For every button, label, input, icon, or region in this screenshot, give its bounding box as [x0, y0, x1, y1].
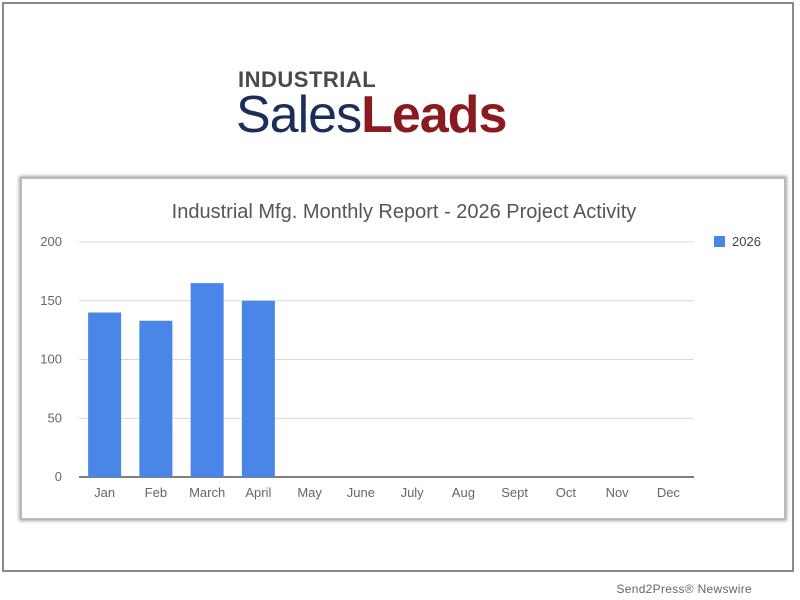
bars [88, 283, 275, 477]
y-tick-label: 150 [40, 293, 62, 308]
x-tick-label: Oct [556, 485, 577, 500]
chart-title: Industrial Mfg. Monthly Report - 2026 Pr… [172, 201, 637, 223]
y-tick-labels: 0 50 100 150 200 [40, 234, 62, 484]
legend: 2026 [714, 234, 761, 249]
legend-label: 2026 [732, 234, 761, 249]
x-tick-label: July [401, 485, 425, 500]
x-tick-label: March [189, 485, 225, 500]
x-tick-label: April [245, 485, 271, 500]
chart-card: Industrial Mfg. Monthly Report - 2026 Pr… [21, 178, 785, 519]
x-tick-label: Jan [94, 485, 115, 500]
y-tick-label: 200 [40, 234, 62, 249]
x-tick-label: Feb [145, 485, 167, 500]
logo-word-leads: Leads [361, 86, 507, 144]
bar-march [190, 283, 224, 477]
y-tick-label: 100 [40, 352, 62, 367]
logo-wordmark: SalesLeads [236, 86, 507, 144]
y-tick-label: 0 [55, 469, 62, 484]
footer-credit: Send2Press® Newswire [616, 582, 752, 596]
industrial-salesleads-logo: INDUSTRIAL SalesLeads [236, 68, 556, 148]
x-tick-label: May [297, 485, 322, 500]
x-tick-label: Aug [452, 485, 475, 500]
logo-top-word: INDUSTRIAL [238, 67, 377, 92]
logo-word-sales: Sales [236, 86, 362, 144]
x-tick-labels: Jan Feb March April May June July Aug Sept Oct Nov… [94, 485, 680, 500]
legend-swatch [714, 236, 725, 247]
x-tick-label: Dec [657, 485, 681, 500]
x-tick-label: Sept [501, 485, 528, 500]
bar-chart: Industrial Mfg. Monthly Report - 2026 Pr… [40, 201, 761, 500]
bar-feb [139, 320, 173, 477]
y-tick-label: 50 [48, 410, 62, 425]
bar-april [241, 300, 275, 477]
x-tick-label: Nov [606, 485, 630, 500]
bar-jan [88, 312, 122, 477]
x-tick-label: June [347, 485, 375, 500]
gridlines [79, 241, 694, 478]
